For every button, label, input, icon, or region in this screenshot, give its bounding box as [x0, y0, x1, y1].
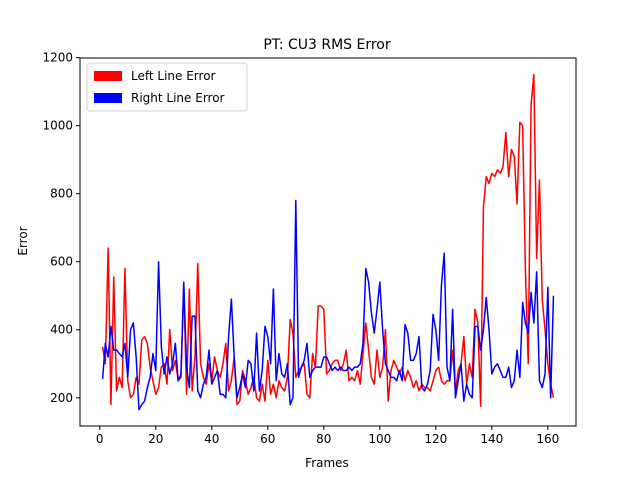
legend-label: Left Line Error: [131, 69, 216, 83]
legend-label: Right Line Error: [131, 91, 225, 105]
x-tick-label: 160: [536, 432, 559, 446]
x-tick-label: 60: [260, 432, 275, 446]
line-series: [101, 199, 555, 411]
x-tick-label: 0: [96, 432, 104, 446]
y-tick-label: 200: [50, 391, 73, 405]
legend-box: [86, 62, 248, 112]
y-tick-label: 1000: [42, 119, 73, 133]
legend-swatch: [94, 71, 122, 81]
legend-swatch: [94, 93, 122, 103]
plot-frame: [79, 57, 577, 427]
x-tick-label: 140: [480, 432, 503, 446]
x-tick-label: 120: [424, 432, 447, 446]
y-tick-label: 400: [50, 323, 73, 337]
x-tick-label: 20: [148, 432, 163, 446]
x-tick-label: 40: [204, 432, 219, 446]
y-tick-label: 1200: [42, 51, 73, 65]
y-tick-label: 600: [50, 255, 73, 269]
y-axis-label: Error: [16, 226, 30, 255]
y-tick-label: 800: [50, 187, 73, 201]
x-axis-label: Frames: [305, 456, 349, 470]
chart-title: PT: CU3 RMS Error: [263, 37, 391, 53]
x-tick-label: 100: [368, 432, 391, 446]
x-tick-label: 80: [316, 432, 331, 446]
